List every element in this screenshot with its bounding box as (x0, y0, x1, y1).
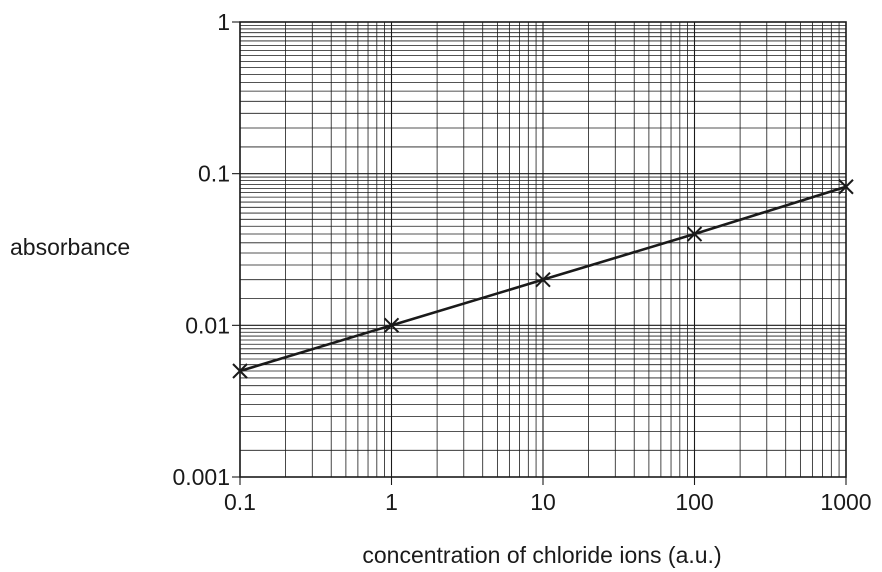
y-tick-label: 0.001 (172, 464, 230, 490)
y-tick-label: 0.1 (198, 161, 230, 187)
marker-stroke (838, 179, 854, 195)
series-layer (232, 179, 854, 379)
marker-stroke (383, 317, 400, 334)
x-tick-label: 1 (385, 489, 398, 515)
marker-stroke (232, 363, 248, 379)
data-point-marker (232, 363, 248, 379)
chart-grid (239, 22, 846, 478)
data-point-marker (383, 317, 400, 334)
y-tick-label: 1 (217, 9, 230, 35)
marker-stroke (535, 271, 551, 288)
x-tick-label: 10 (530, 489, 556, 515)
x-tick-label: 0.1 (224, 489, 256, 515)
marker-stroke (686, 226, 703, 242)
data-point-marker (838, 179, 854, 195)
y-tick-label: 0.01 (185, 312, 230, 338)
x-axis-title: concentration of chloride ions (a.u.) (362, 542, 721, 568)
data-point-marker (686, 226, 703, 242)
y-axis-title: absorbance (10, 234, 130, 260)
x-tick-label: 1000 (820, 489, 871, 515)
tick-labels: 0.1 1 10 100 1000 0.001 0.01 0.1 1 (172, 9, 871, 515)
x-tick-label: 100 (675, 489, 713, 515)
data-point-marker (535, 271, 551, 288)
